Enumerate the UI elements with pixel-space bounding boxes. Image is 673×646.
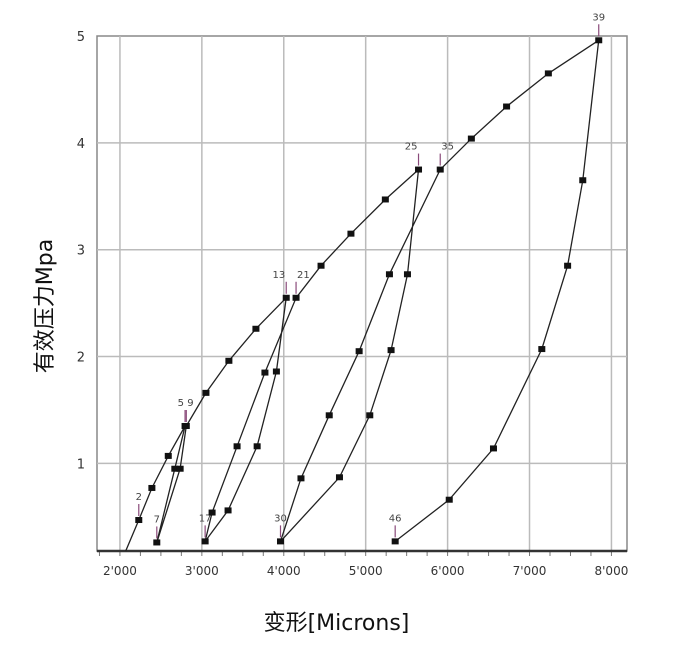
- data-point: [347, 230, 355, 237]
- point-label: 2: [136, 492, 142, 503]
- data-point: [276, 538, 284, 545]
- data-point: [445, 496, 453, 503]
- x-tick-label: 8'000: [595, 564, 629, 578]
- data-point: [292, 294, 300, 301]
- data-point: [261, 369, 269, 376]
- data-point: [202, 389, 210, 396]
- point-label: 25: [405, 142, 418, 153]
- data-point: [391, 538, 399, 545]
- x-tick-label: 6'000: [431, 564, 465, 578]
- x-tick-label: 3'000: [185, 564, 219, 578]
- data-point: [385, 271, 393, 278]
- data-point: [381, 196, 389, 203]
- data-point: [297, 475, 305, 482]
- data-point: [153, 539, 161, 546]
- point-label: 30: [274, 513, 287, 524]
- point-label: 46: [389, 513, 402, 524]
- x-tick-label: 2'000: [103, 564, 137, 578]
- data-point: [208, 509, 216, 516]
- data-point: [403, 271, 411, 278]
- data-point: [272, 368, 280, 375]
- data-point: [366, 412, 374, 419]
- data-point: [135, 517, 143, 524]
- data-point: [317, 262, 325, 269]
- x-axis-label: 变形[Microns]: [263, 611, 410, 636]
- data-point: [415, 166, 423, 173]
- point-label: 21: [297, 270, 310, 281]
- data-point: [225, 357, 233, 364]
- data-point: [595, 37, 603, 44]
- y-tick-label: 5: [77, 30, 85, 45]
- point-label: 13: [272, 270, 285, 281]
- data-point: [164, 452, 172, 459]
- y-tick-label: 4: [77, 137, 85, 152]
- data-point: [233, 443, 241, 450]
- data-point: [335, 474, 343, 481]
- y-tick-label: 1: [77, 457, 85, 472]
- data-point: [252, 325, 260, 332]
- data-point: [489, 445, 497, 452]
- y-axis-label: 有效压力Mpa: [33, 238, 58, 374]
- data-point: [171, 465, 179, 472]
- point-label: 9: [187, 398, 193, 409]
- data-point: [503, 103, 511, 110]
- x-tick-label: 4'000: [267, 564, 301, 578]
- x-tick-label: 7'000: [513, 564, 547, 578]
- data-point: [253, 443, 261, 450]
- data-point: [282, 294, 290, 301]
- y-tick-label: 2: [77, 351, 85, 366]
- y-tick-label: 3: [77, 244, 85, 259]
- plot-area: [96, 35, 628, 552]
- x-tick-label: 5'000: [349, 564, 383, 578]
- data-point: [224, 507, 232, 514]
- data-point: [387, 347, 395, 354]
- point-label: 7: [154, 514, 160, 525]
- data-point: [467, 135, 475, 142]
- data-point: [579, 177, 587, 184]
- point-label: 39: [592, 12, 605, 23]
- data-point: [355, 348, 363, 355]
- data-point: [201, 538, 209, 545]
- data-point: [182, 422, 190, 429]
- data-point: [538, 346, 546, 353]
- data-point: [176, 465, 184, 472]
- data-point: [325, 412, 333, 419]
- data-point: [564, 262, 572, 269]
- point-label: 35: [441, 142, 454, 153]
- point-label: 5: [178, 398, 184, 409]
- data-point: [148, 484, 156, 491]
- point-label: 17: [199, 513, 212, 524]
- data-point: [544, 70, 552, 77]
- data-point: [436, 166, 444, 173]
